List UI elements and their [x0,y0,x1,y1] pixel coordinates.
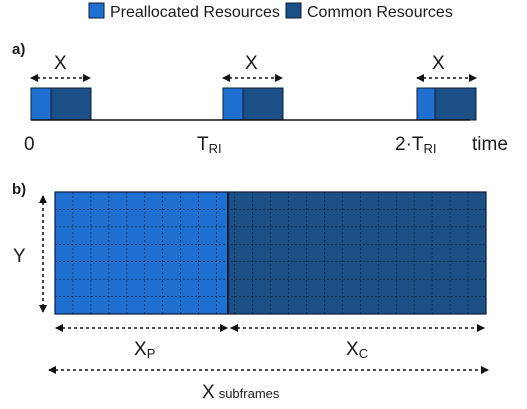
block-preallocated-3 [416,87,436,121]
block-common-3 [434,87,477,121]
legend-swatch-preallocated [88,2,105,19]
resource-gridlines [55,192,486,314]
xc-label-sub: C [359,346,368,361]
tick-label-2tri-sub: RI [424,141,437,156]
legend-label-preallocated: Preallocated Resources [110,4,280,21]
xp-label-main: X [134,339,147,360]
block-common-1 [50,87,92,121]
tick-label-tri-main: T [197,134,209,155]
bracket-x-label-2: X [245,53,258,74]
block-preallocated-2 [222,87,244,121]
xc-label: XC [346,339,368,361]
tick-label-tri-sub: RI [209,141,222,156]
panel-a: a) X X X 0 TRI 2·TRI time [12,41,508,156]
tick-label-2tri: 2·TRI [395,134,437,156]
block-common-2 [242,87,284,121]
xc-label-main: X [346,339,359,360]
y-label: Y [13,246,26,267]
bracket-x-label-3: X [432,53,445,74]
bracket-x-label-1: X [54,53,67,74]
total-label-main: X [202,382,215,403]
tick-label-0: 0 [24,134,35,155]
legend-swatch-common [285,2,302,19]
xp-label: XP [134,339,155,361]
block-preallocated-1 [30,87,52,121]
legend-label-common: Common Resources [307,4,453,21]
panel-a-label: a) [12,41,25,58]
grid-common [227,191,487,315]
time-axis-label: time [472,134,508,155]
xp-label-sub: P [147,346,156,361]
tick-label-2tri-main: 2·T [395,134,424,155]
legend: Preallocated Resources Common Resources [88,2,453,21]
grid-preallocated [54,191,229,315]
tick-label-tri: TRI [197,134,222,156]
panel-b-label: b) [12,181,26,198]
total-label-suffix: subframes [219,386,280,401]
